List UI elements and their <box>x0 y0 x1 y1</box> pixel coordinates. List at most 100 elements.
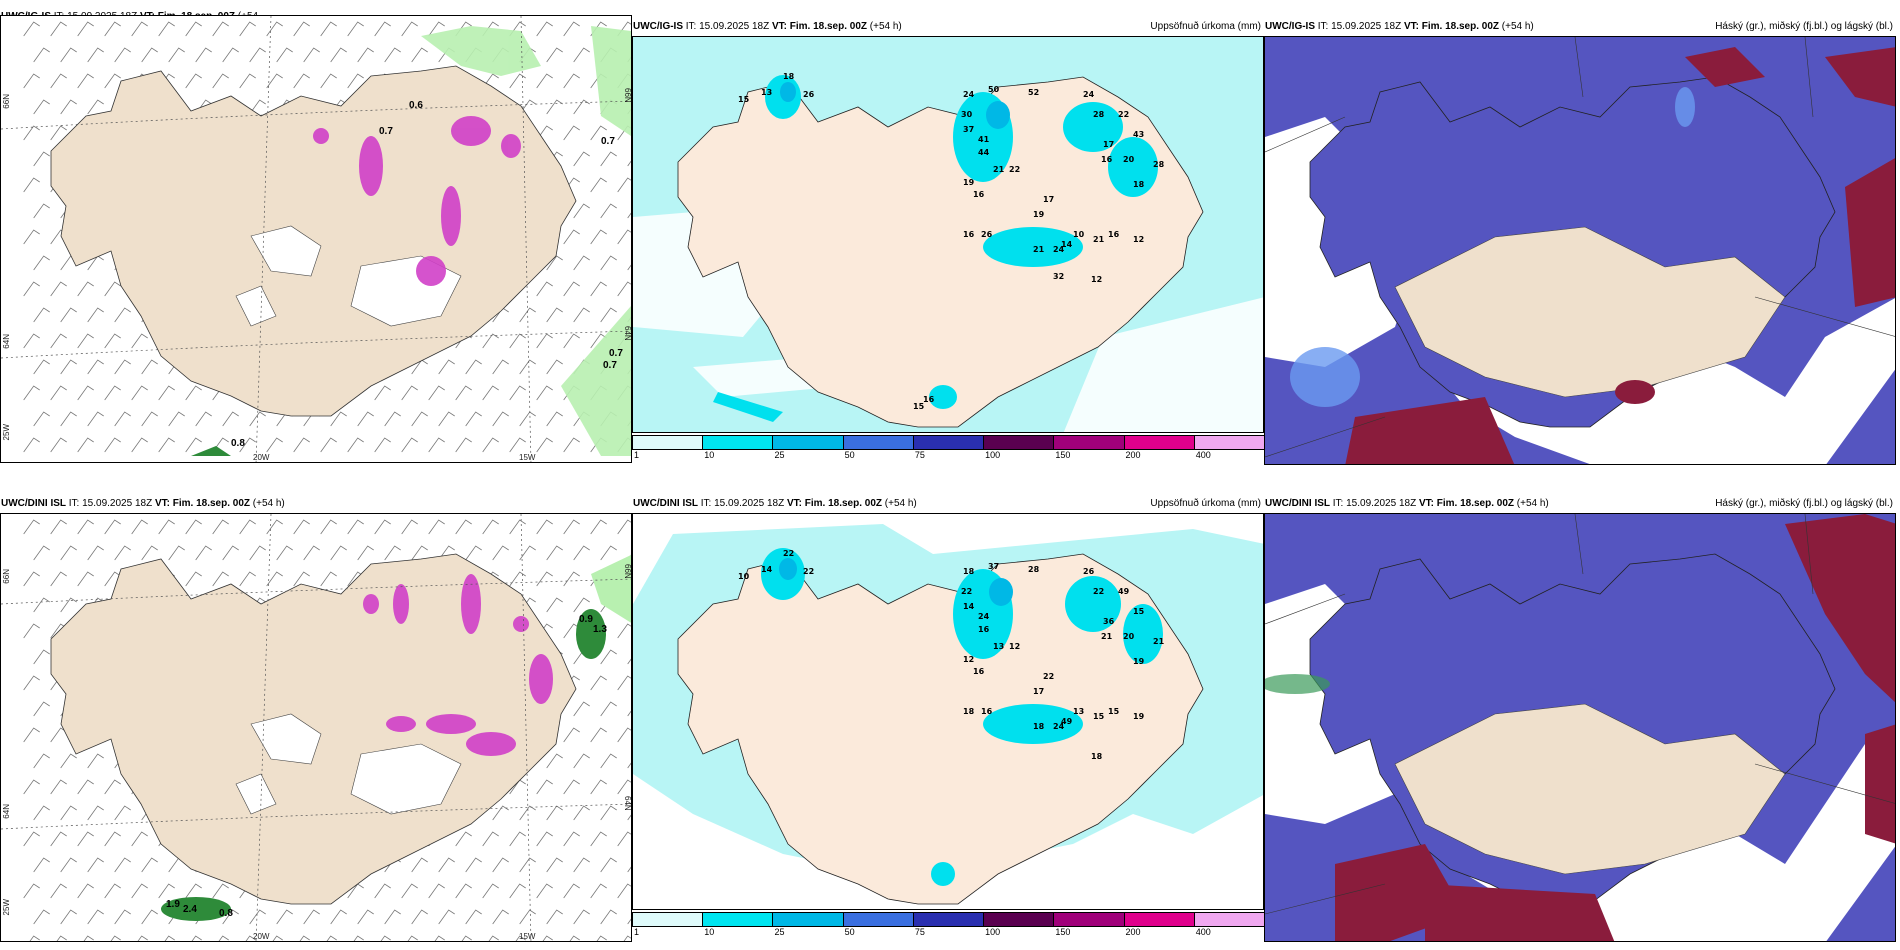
wind-barb <box>23 229 40 245</box>
wind-barb <box>573 151 590 167</box>
wind-barb <box>536 831 553 847</box>
wind-barb <box>536 571 553 587</box>
precip-value: 50 <box>988 85 1000 94</box>
map-frame[interactable] <box>1264 513 1896 942</box>
wind-barb <box>590 779 607 795</box>
colorbar-swatch <box>912 435 985 450</box>
wind-barb <box>249 909 266 925</box>
lon-label: 15W <box>519 453 536 462</box>
wind-barb <box>60 597 77 613</box>
lat-label: 64N <box>623 326 632 341</box>
precip-value: 30 <box>961 110 973 119</box>
wind-barb <box>515 935 526 941</box>
wind-barb <box>536 281 553 297</box>
wind-barb <box>185 437 202 453</box>
wind-barb <box>536 779 553 795</box>
map-frame[interactable]: 0.6 0.7 0.7 0.7 0.7 0.8 20W 15W 66N 64N … <box>0 15 632 463</box>
wind-barb <box>492 411 509 427</box>
wind-barb <box>239 571 256 587</box>
wind-barb <box>617 519 631 535</box>
wind-barb <box>573 307 590 323</box>
wind-barb <box>168 47 185 63</box>
wind-barb <box>353 935 364 941</box>
wind-barb <box>77 21 94 37</box>
colorbar-label: 400 <box>1195 450 1211 460</box>
rain-areas <box>421 26 631 456</box>
wind-barb <box>114 47 131 63</box>
wind-barb <box>357 411 374 427</box>
precip-value: 22 <box>1093 587 1104 596</box>
wind-barb <box>411 857 428 873</box>
wind-barb <box>60 411 77 427</box>
wind-barb <box>384 47 401 63</box>
precip-value: 20 <box>1123 632 1135 641</box>
precip-value: 49 <box>1061 717 1073 726</box>
label-1.3: 1.3 <box>593 624 607 635</box>
wind-barb <box>590 281 607 297</box>
wind-barb <box>590 831 607 847</box>
snow-areas <box>313 116 521 286</box>
label-0.8: 0.8 <box>231 438 245 449</box>
colorbar-swatch <box>1123 912 1195 927</box>
wind-barb <box>407 935 418 941</box>
wind-barb <box>303 47 320 63</box>
colorbar-label: 10 <box>704 927 715 937</box>
wind-barb <box>303 545 320 561</box>
wind-barb <box>536 519 553 535</box>
wind-barb <box>546 411 563 427</box>
wind-barb <box>141 857 158 873</box>
wind-barb <box>23 883 40 899</box>
wind-barb <box>347 519 364 535</box>
precip-value: 24 <box>963 90 975 99</box>
lat-label: 64N <box>623 796 632 811</box>
init-time: IT: 15.09.2025 18Z <box>700 498 785 509</box>
wind-barb <box>266 519 283 535</box>
precip-value: 21 <box>1101 632 1113 641</box>
rain-areas <box>161 609 606 921</box>
wind-barb <box>546 99 563 115</box>
map-frame[interactable]: 14 22 22 10 18 22 14 24 37 28 26 22 49 15 36 21 20 21 19 16… <box>632 513 1264 910</box>
colorbar-swatch <box>632 435 704 450</box>
wind-barb <box>320 519 337 535</box>
colorbar-swatch <box>1193 435 1265 450</box>
wind-barb <box>158 437 175 453</box>
wind-barb <box>87 909 104 925</box>
wind-barb <box>23 73 40 89</box>
wind-barb <box>249 545 266 561</box>
wind-barb <box>590 519 607 535</box>
wind-map: 0.9 1.3 2.4 0.8 1.9 <box>1 514 631 941</box>
precip-value: 21 <box>1093 235 1105 244</box>
wind-barb <box>212 21 229 37</box>
colorbar-label: 1 <box>634 450 640 460</box>
map-frame[interactable]: 0.9 1.3 2.4 0.8 1.9 20W 15W 66N 64N 25W … <box>0 513 632 942</box>
wind-barb <box>293 437 310 453</box>
precip-value: 12 <box>1091 275 1102 284</box>
map-frame[interactable]: 13 18 26 15 24 30 37 41 50 52 24 28 22 43 17 16 20 28 18 44… <box>632 36 1264 433</box>
wind-barb <box>239 21 256 37</box>
wind-barb <box>77 883 94 899</box>
wind-barb <box>509 831 526 847</box>
colorbar-swatch <box>983 435 1055 450</box>
wind-barb <box>563 727 580 743</box>
wind-barb <box>590 229 607 245</box>
wind-barb <box>222 545 239 561</box>
label-0.8: 0.8 <box>219 908 233 919</box>
precip-cells-dark <box>780 82 1010 129</box>
precip-value: 16 <box>1101 155 1113 164</box>
wind-barb <box>600 545 617 561</box>
wind-barb <box>60 307 77 323</box>
wind-barb <box>50 519 67 535</box>
map-frame[interactable] <box>1264 36 1896 465</box>
wind-barb <box>131 519 148 535</box>
wind-barb <box>276 909 293 925</box>
wind-barb <box>110 935 121 941</box>
precip-value: 21 <box>1153 637 1165 646</box>
valid-time: Fim. 18.sep. 00Z <box>789 21 868 32</box>
wind-barb <box>320 21 337 37</box>
wind-barb <box>563 831 580 847</box>
field-title: Háský (gr.), miðský (fj.bl.) og lágský (… <box>1715 498 1893 509</box>
precip-value: 26 <box>1083 567 1095 576</box>
wind-barb <box>212 73 229 89</box>
wind-barb <box>330 909 347 925</box>
wind-barb <box>33 545 50 561</box>
